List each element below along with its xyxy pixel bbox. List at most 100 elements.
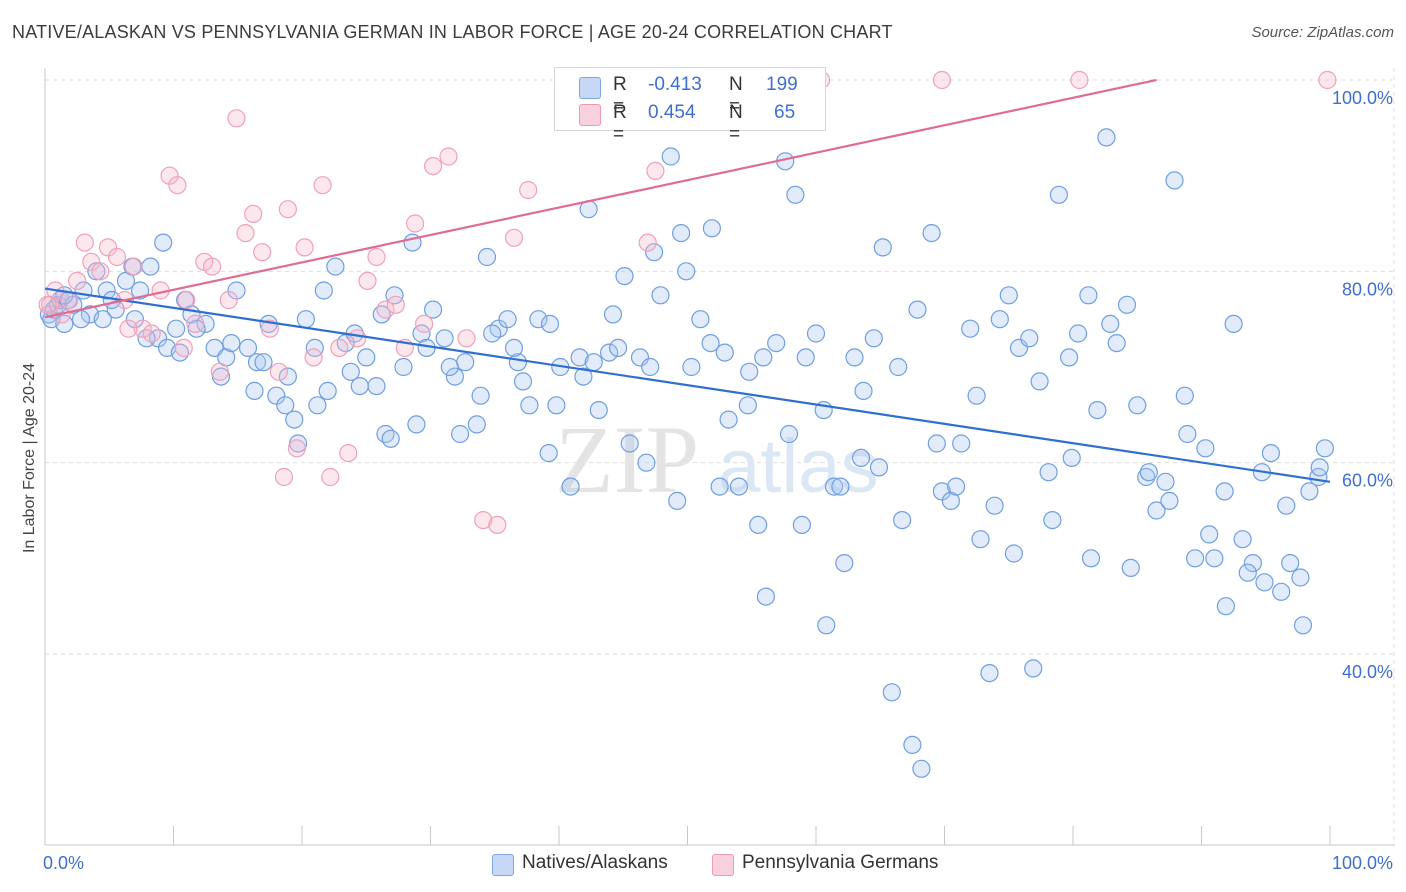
point-natives-149 [451,424,470,444]
watermark: ZIP atlas [555,406,879,513]
point-natives-172 [1293,616,1313,635]
point-natives-42 [394,357,413,377]
point-pennsylvania-18 [186,314,205,333]
point-natives-134 [1300,482,1319,501]
point-natives-30 [278,367,297,386]
point-natives-200 [1004,544,1024,563]
point-natives-55 [529,310,548,329]
point-natives-11 [97,281,116,300]
point-natives-87 [845,348,864,367]
point-natives-122 [1185,549,1205,568]
trend-lines [44,78,1331,483]
point-pennsylvania-32 [304,348,323,367]
point-natives-41 [385,286,404,305]
point-natives-128 [1243,553,1263,573]
point-natives-68 [661,147,680,166]
y-tick-label-0: 100.0% [1332,88,1393,108]
point-natives-199 [967,386,986,405]
point-pennsylvania-35 [330,338,349,357]
point-natives-161 [869,458,889,477]
point-natives-127 [1233,530,1252,549]
point-pennsylvania-47 [457,329,476,348]
point-pennsylvania-43 [406,214,425,233]
point-natives-168 [1139,463,1158,482]
series-legend: Natives/Alaskans Pennsylvania Germans [0,852,1406,876]
point-natives-79 [767,334,786,353]
point-natives-89 [864,329,883,348]
point-natives-45 [424,300,443,319]
x-tick-labels: 0.0% 100.0% [43,853,1393,873]
point-natives-38 [357,348,376,367]
point-natives-32 [296,310,315,329]
point-natives-46 [435,329,454,348]
point-natives-50 [477,247,497,267]
point-pennsylvania-23 [227,109,246,128]
point-natives-179 [276,396,295,415]
point-natives-207 [1277,496,1296,515]
point-pennsylvania-28 [269,362,288,381]
legend-swatch-pennsylvania [579,104,601,126]
point-natives-150 [483,324,502,343]
point-natives-93 [903,735,922,755]
point-natives-203 [1121,558,1140,578]
point-natives-66 [641,357,660,377]
point-natives-84 [817,616,836,635]
point-pennsylvania-34 [321,467,340,487]
point-natives-22 [196,314,215,333]
legend-swatch-natives [492,854,514,876]
point-natives-77 [749,515,768,535]
point-natives-116 [1128,396,1147,415]
point-natives-113 [1097,128,1116,147]
legend-swatch-natives [579,77,601,99]
point-natives-67 [651,286,670,305]
trend-line-natives [44,287,1331,483]
point-natives-185 [471,386,490,405]
point-natives-132 [1281,553,1300,573]
point-pennsylvania-51 [519,180,538,200]
point-natives-90 [873,238,892,257]
point-natives-205 [1200,525,1219,544]
legend-n-value-pennsylvania: 65 [774,102,796,123]
point-natives-83 [806,324,826,343]
x-tick-label-end: 100.0% [1332,853,1393,873]
point-natives-183 [407,415,426,434]
point-natives-126 [1224,314,1243,333]
point-natives-171 [1255,573,1274,592]
point-pennsylvania-36 [339,444,358,463]
point-natives-82 [796,348,815,367]
point-natives-75 [729,477,749,496]
point-pennsylvania-27 [260,319,279,338]
point-natives-64 [620,434,639,453]
point-natives-166 [1062,448,1081,467]
point-pennsylvania-59 [1070,70,1089,90]
point-natives-97 [941,491,961,510]
trend-line-pennsylvania [44,78,1157,319]
point-natives-194 [779,424,799,444]
point-natives-85 [824,477,844,496]
point-natives-107 [1039,463,1058,482]
watermark-zip: ZIP [555,406,699,513]
point-natives-197 [889,357,908,377]
point-natives-152 [547,396,566,415]
point-pennsylvania-50 [504,228,524,247]
point-natives-180 [305,338,324,357]
point-natives-140 [154,233,173,252]
point-natives-56 [540,314,560,333]
point-natives-198 [927,434,946,453]
point-pennsylvania-48 [474,510,493,530]
point-natives-91 [882,683,901,702]
point-natives-155 [644,243,664,262]
point-natives-162 [908,300,927,319]
point-pennsylvania-12 [133,319,152,338]
point-natives-136 [1315,439,1335,458]
point-pennsylvania-38 [358,271,377,290]
point-pennsylvania-24 [236,224,255,243]
point-natives-81 [786,185,805,204]
point-natives-160 [831,477,850,496]
point-pennsylvania-16 [168,176,187,195]
point-natives-73 [710,477,729,496]
point-natives-163 [946,477,966,496]
point-natives-15 [131,281,150,300]
point-pennsylvania-40 [376,300,395,319]
